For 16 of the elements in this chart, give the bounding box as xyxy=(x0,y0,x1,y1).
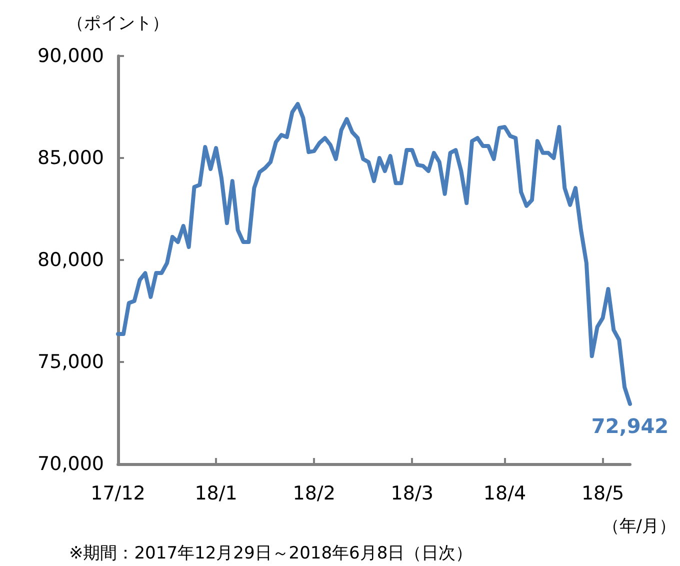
line-series xyxy=(116,102,632,406)
x-tick-label: 17/12 xyxy=(90,482,146,504)
x-tick-label: 18/5 xyxy=(581,482,624,504)
y-tick-label: 90,000 xyxy=(38,45,104,67)
x-tick-label: 18/3 xyxy=(390,482,434,504)
y-axis-title: （ポイント） xyxy=(67,14,169,34)
y-tick-label: 85,000 xyxy=(38,147,104,169)
x-tick-label: 18/2 xyxy=(292,482,336,504)
data-label: 72,942 xyxy=(591,414,669,438)
y-tick-label: 80,000 xyxy=(38,249,104,271)
y-tick-label: 70,000 xyxy=(38,453,104,475)
y-tick-label: 75,000 xyxy=(38,351,104,373)
text: ※期間：2017年12月29日～2018年6月8日（日次） xyxy=(69,544,473,564)
x-tick-label: 18/4 xyxy=(483,482,526,504)
x-axis-title: （年/月） xyxy=(602,516,676,536)
x-tick-label: 18/1 xyxy=(194,482,238,504)
